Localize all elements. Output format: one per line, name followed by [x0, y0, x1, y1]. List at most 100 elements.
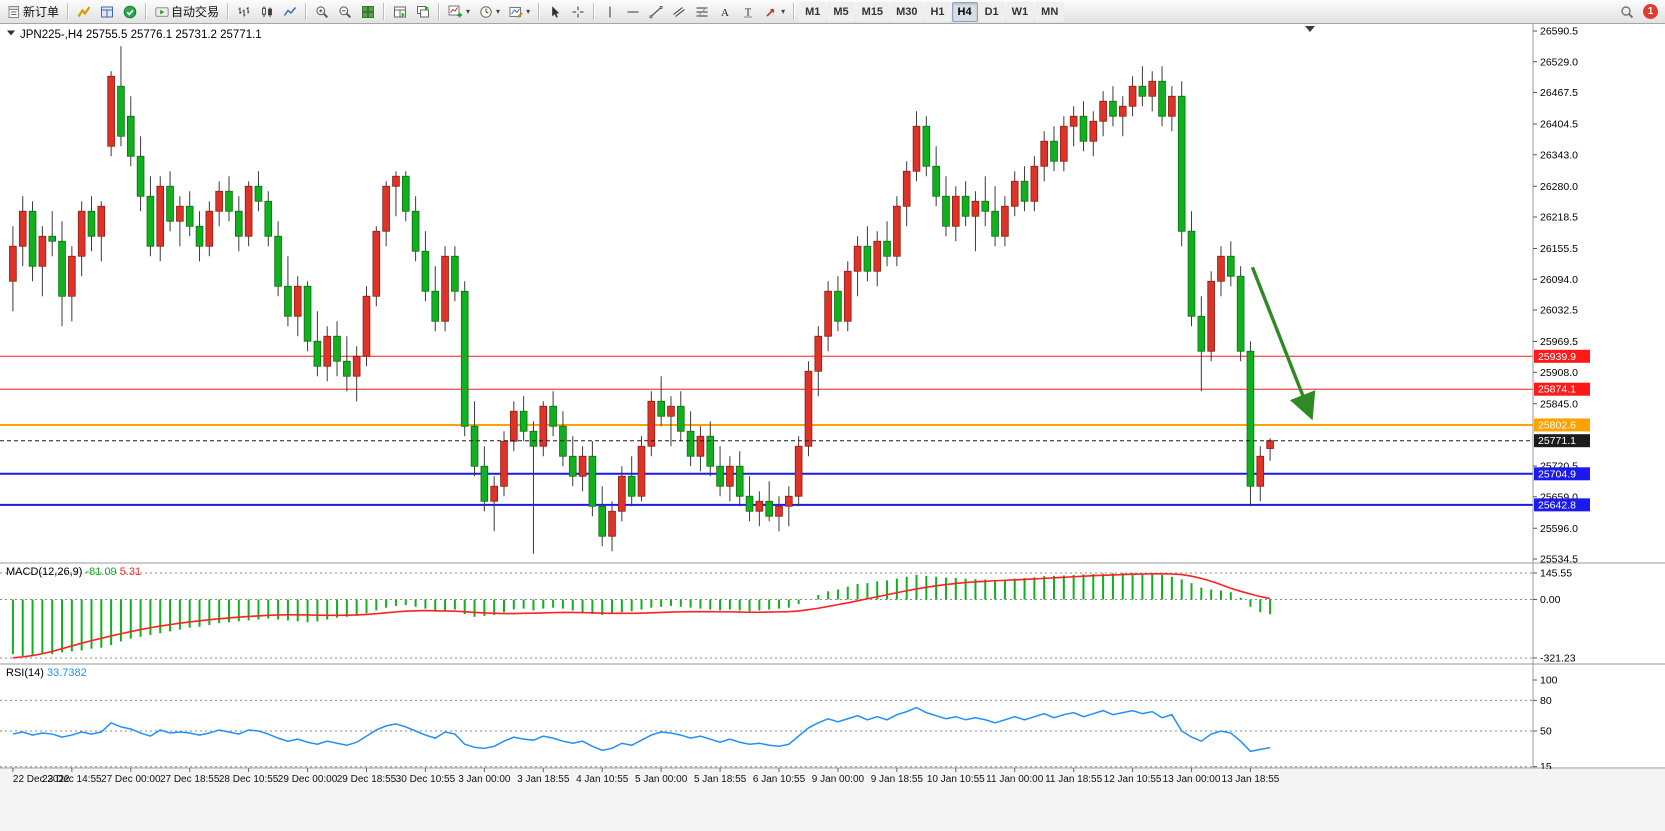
chart-canvas[interactable]: JPN225-,H4 25755.5 25776.1 25731.2 25771…: [0, 24, 1665, 831]
timeframe-h1[interactable]: H1: [924, 1, 951, 22]
timeframe-m15[interactable]: M15: [855, 1, 890, 22]
bear-candle: [529, 430, 538, 447]
trendline-icon: [649, 5, 663, 18]
bull-candle: [873, 240, 882, 272]
zoom-in-button[interactable]: [311, 2, 333, 22]
time-axis-label: 13 Jan 00:00: [1163, 774, 1221, 785]
bear-candle: [1236, 275, 1245, 352]
timeframe-w1[interactable]: W1: [1005, 1, 1035, 22]
bull-candle: [539, 405, 548, 447]
time-axis-label: 23 Dec 14:55: [42, 774, 102, 785]
bear-candle: [303, 285, 312, 342]
bear-candle: [421, 250, 430, 292]
toolbar-separator: [593, 3, 596, 20]
trend-arrow[interactable]: [1250, 266, 1316, 421]
bull-candle: [637, 445, 646, 497]
time-axis-label: 30 Dec 10:55: [396, 774, 456, 785]
bear-candle: [559, 425, 567, 457]
svg-text:25874.1: 25874.1: [1538, 384, 1576, 396]
bull-candle: [667, 405, 675, 417]
toolbar-separator: [538, 3, 541, 20]
timeframe-m30[interactable]: M30: [890, 1, 924, 22]
time-axis-label: 13 Jan 18:55: [1222, 774, 1280, 785]
periods-button[interactable]: ▾: [475, 2, 504, 22]
text-button[interactable]: A: [714, 2, 736, 22]
trendline-button[interactable]: [645, 2, 667, 22]
equidistant-channel-button[interactable]: [668, 2, 690, 22]
timeframe-h4[interactable]: H4: [951, 1, 978, 22]
horizontal-line-button[interactable]: [622, 2, 644, 22]
bear-candle: [932, 165, 940, 197]
price-axis[interactable]: 26590.5 26529.0 26467.5 26404.5 26343.0 26280…: [1532, 24, 1590, 768]
chart-shift-marker[interactable]: [1305, 26, 1315, 32]
bear-candle: [716, 465, 724, 487]
cursor-button[interactable]: [544, 2, 566, 22]
bar-chart-button[interactable]: [233, 2, 255, 22]
bull-candle: [1099, 100, 1107, 122]
bear-candle: [981, 200, 990, 212]
timeframe-m5[interactable]: M5: [827, 1, 855, 22]
crosshair-button[interactable]: [567, 2, 589, 22]
svg-text:A: A: [721, 7, 729, 19]
timeframe-m1[interactable]: M1: [799, 1, 827, 22]
zoom-out-button[interactable]: [334, 2, 356, 22]
macd-axis-label: 0.00: [1540, 594, 1561, 606]
bull-candle: [1089, 120, 1098, 142]
timeframe-mn[interactable]: MN: [1035, 1, 1065, 22]
text-icon: A: [721, 7, 729, 19]
chart-menu-icon[interactable]: [7, 30, 15, 36]
add-indicator-button[interactable]: ▾: [444, 2, 474, 22]
bear-candle: [431, 290, 440, 322]
notification-badge[interactable]: 1: [1643, 4, 1658, 19]
text-label-button[interactable]: T: [737, 2, 759, 22]
macd-axis-label: 145.55: [1540, 568, 1572, 580]
bear-candle: [470, 425, 479, 467]
toolbar-separator: [305, 3, 308, 20]
market-watch-button[interactable]: [73, 2, 95, 22]
bull-candle: [205, 210, 214, 247]
data-window-button[interactable]: [96, 2, 118, 22]
fibonacci-button[interactable]: [691, 2, 713, 22]
bull-candle: [293, 285, 302, 317]
search-button[interactable]: [1616, 2, 1638, 22]
bear-candle: [1197, 315, 1206, 352]
new-order-button[interactable]: 新订单: [3, 2, 63, 22]
bear-candle: [313, 340, 322, 367]
arrows-button[interactable]: ▾: [760, 2, 789, 22]
candles-layer: [9, 46, 1274, 554]
bear-candle: [686, 430, 695, 457]
svg-text:25802.6: 25802.6: [1538, 419, 1576, 431]
tile-windows-button[interactable]: [357, 2, 379, 22]
rsi-axis-label: 15: [1540, 761, 1552, 773]
bear-candle: [549, 405, 557, 427]
community-button[interactable]: [119, 2, 141, 22]
templates-button[interactable]: ▾: [505, 2, 534, 22]
bear-candle: [568, 455, 577, 477]
data-window-icon: [101, 6, 114, 17]
timeframe-d1[interactable]: D1: [978, 1, 1005, 22]
bear-candle: [883, 240, 891, 257]
bear-candle: [254, 185, 263, 202]
bull-candle: [1217, 255, 1225, 282]
autotrading-button[interactable]: 自动交易: [151, 2, 223, 22]
bear-candle: [166, 185, 174, 222]
macd-label: MACD(12,26,9) -81.09 5.31: [6, 566, 141, 578]
cascade-windows-button[interactable]: [412, 2, 434, 22]
vertical-line-button[interactable]: [599, 2, 621, 22]
bear-candle: [1187, 230, 1196, 317]
bear-candle: [942, 195, 950, 227]
bear-candle: [235, 210, 243, 237]
bear-candle: [480, 465, 489, 502]
bull-candle: [951, 195, 960, 227]
bull-candle: [441, 255, 449, 322]
bull-candle: [18, 210, 27, 247]
equidistant-channel-icon: [673, 6, 685, 17]
chart-area[interactable]: JPN225-,H4 25755.5 25776.1 25731.2 25771…: [0, 24, 1665, 831]
bull-candle: [9, 245, 17, 282]
new-order-label: 新订单: [23, 5, 60, 19]
line-chart-button[interactable]: [279, 2, 301, 22]
candlestick-chart-button[interactable]: [256, 2, 278, 22]
arrange-windows-button[interactable]: [389, 2, 411, 22]
rsi-axis-label: 100: [1540, 675, 1558, 687]
